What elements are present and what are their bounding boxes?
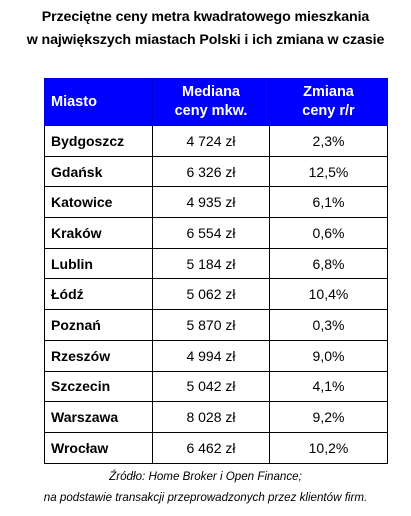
table-row: Warszawa 8 028 zł 9,2% — [44, 401, 388, 433]
title-line-2: w największych miastach Polski i ich zmi… — [26, 32, 385, 48]
table-row: Rzeszów 4 994 zł 9,0% — [44, 339, 388, 372]
price-cell: 6 462 zł — [152, 431, 270, 464]
table-header-row: Miasto Mediana ceny mkw. Zmiana ceny r/r — [44, 78, 388, 126]
header-city: Miasto — [44, 78, 153, 126]
city-cell: Lublin — [44, 247, 153, 280]
change-cell: 9,0% — [269, 339, 388, 372]
table-row: Gdańsk 6 326 zł 12,5% — [44, 155, 388, 188]
price-table: Miasto Mediana ceny mkw. Zmiana ceny r/r… — [44, 78, 388, 464]
price-cell: 8 028 zł — [152, 401, 270, 433]
change-cell: 0,3% — [269, 309, 388, 341]
header-median-line-1: Mediana — [181, 84, 240, 100]
city-cell: Szczecin — [44, 370, 153, 403]
table-row: Szczecin 5 042 zł 4,1% — [44, 370, 388, 403]
price-cell: 4 994 zł — [152, 339, 270, 372]
city-cell: Kraków — [44, 217, 153, 249]
change-cell: 9,2% — [269, 401, 388, 433]
title-line-1: Przeciętne ceny metra kwadratowego miesz… — [41, 9, 370, 25]
change-cell: 10,4% — [269, 278, 388, 311]
header-median-line-2: ceny mkw. — [174, 103, 248, 119]
header-change-line-1: Zmiana — [303, 84, 354, 100]
table-row: Łódź 5 062 zł 10,4% — [44, 278, 388, 311]
price-cell: 5 042 zł — [152, 370, 270, 403]
price-cell: 5 062 zł — [152, 278, 270, 311]
city-cell: Bydgoszcz — [44, 125, 153, 157]
header-change: Zmiana ceny r/r — [269, 78, 388, 126]
city-cell: Gdańsk — [44, 155, 153, 188]
city-cell: Rzeszów — [44, 339, 153, 372]
source-line-1: Źródło: Home Broker i Open Finance; — [109, 470, 302, 483]
price-cell: 6 326 zł — [152, 155, 270, 188]
change-cell: 4,1% — [269, 370, 388, 403]
table-row: Wrocław 6 462 zł 10,2% — [44, 431, 388, 464]
change-cell: 10,2% — [269, 431, 388, 464]
price-cell: 4 935 zł — [152, 186, 270, 219]
change-cell: 2,3% — [269, 125, 388, 157]
change-cell: 12,5% — [269, 155, 388, 188]
price-cell: 4 724 zł — [152, 125, 270, 157]
price-cell: 6 554 zł — [152, 217, 270, 249]
city-cell: Łódź — [44, 278, 153, 311]
price-cell: 5 184 zł — [152, 247, 270, 280]
page-title: Przeciętne ceny metra kwadratowego miesz… — [0, 6, 411, 52]
city-cell: Warszawa — [44, 401, 153, 433]
table-row: Poznań 5 870 zł 0,3% — [44, 309, 388, 341]
table-row: Katowice 4 935 zł 6,1% — [44, 186, 388, 219]
change-cell: 6,8% — [269, 247, 388, 280]
city-cell: Katowice — [44, 186, 153, 219]
city-cell: Wrocław — [44, 431, 153, 464]
header-median: Mediana ceny mkw. — [152, 78, 270, 126]
source-note: Źródło: Home Broker i Open Finance; na p… — [0, 466, 411, 508]
city-cell: Poznań — [44, 309, 153, 341]
header-change-line-2: ceny r/r — [302, 103, 355, 119]
table-row: Lublin 5 184 zł 6,8% — [44, 247, 388, 280]
table-row: Kraków 6 554 zł 0,6% — [44, 217, 388, 249]
change-cell: 6,1% — [269, 186, 388, 219]
table-row: Bydgoszcz 4 724 zł 2,3% — [44, 125, 388, 157]
price-cell: 5 870 zł — [152, 309, 270, 341]
change-cell: 0,6% — [269, 217, 388, 249]
source-line-2: na podstawie transakcji przeprowadzonych… — [43, 491, 368, 504]
